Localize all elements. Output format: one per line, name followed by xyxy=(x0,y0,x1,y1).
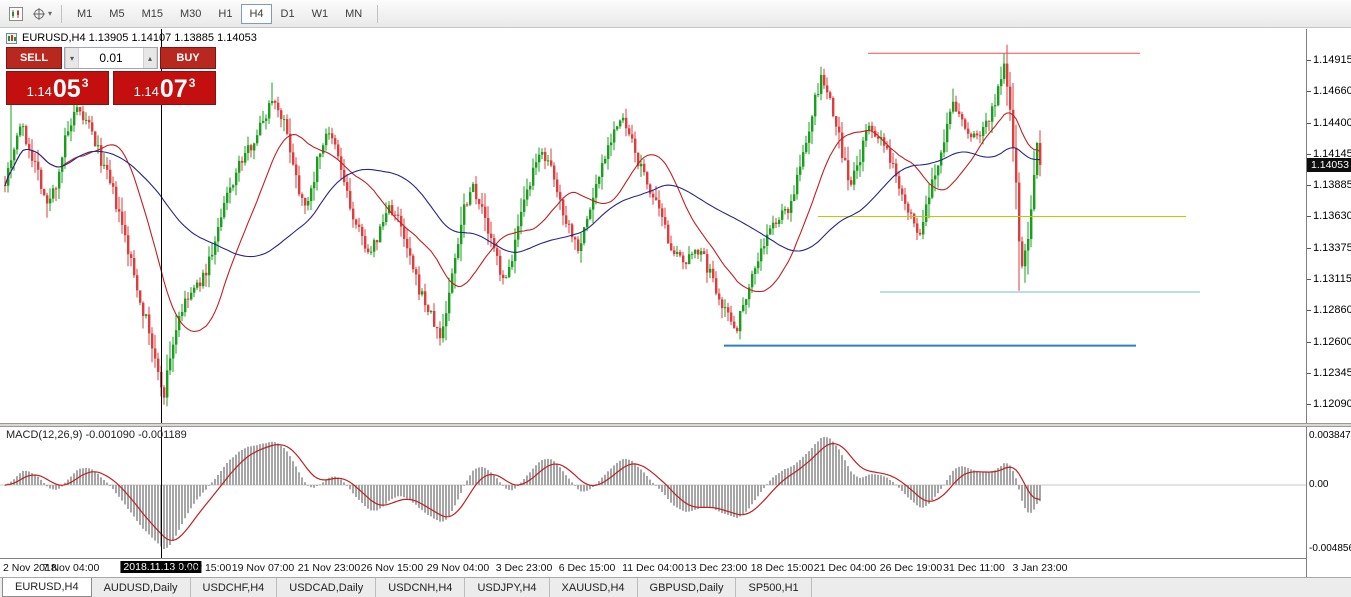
price-axis-label: 1.13885 xyxy=(1307,179,1351,191)
toolbar-separator xyxy=(61,4,62,23)
time-axis-label: 29 Nov 04:00 xyxy=(426,562,490,574)
crosshair-tool-button[interactable]: ▾ xyxy=(30,3,54,25)
dropdown-caret-icon: ▾ xyxy=(47,9,52,18)
macd-axis-label-max: 0.003847 xyxy=(1309,430,1351,441)
timeframe-button-mn[interactable]: MN xyxy=(345,7,363,20)
time-axis-label: 31 Dec 11:00 xyxy=(943,562,1005,574)
price-axis-label: 1.14915 xyxy=(1307,54,1351,66)
macd-canvas[interactable] xyxy=(0,427,1306,558)
sell-price-big: 1.14 xyxy=(26,84,52,99)
panel-splitter[interactable] xyxy=(0,423,1351,427)
lot-increase-caret-icon[interactable]: ▴ xyxy=(143,48,157,68)
price-axis-labels: 1.14915 1.14660 1.14400 1.14145 1.13885 1.136… xyxy=(1307,29,1351,423)
price-axis-label: 1.14400 xyxy=(1307,117,1351,129)
price-axis-label: 1.14145 xyxy=(1307,148,1351,160)
macd-panel: MACD(12,26,9) -0.001090 -0.001189 xyxy=(0,427,1306,558)
timeframe-button-h4[interactable]: H4 xyxy=(241,3,272,24)
timeframe-button-m15[interactable]: M15 xyxy=(141,7,163,20)
chart-tab-sp500-h1[interactable]: SP500,H1 xyxy=(736,578,812,597)
sell-button[interactable]: SELL xyxy=(6,47,62,69)
time-axis-label: 2 Nov 2018 xyxy=(3,562,57,574)
time-axis-label: 6 Dec 15:00 xyxy=(558,562,616,574)
chart-tab-audusd-daily[interactable]: AUDUSD,Daily xyxy=(92,578,191,597)
time-axis-label: 21 Nov 23:00 xyxy=(297,562,361,574)
buy-price-big: 1.14 xyxy=(133,84,159,99)
macd-axis-label-min: -0.004856 xyxy=(1309,543,1351,554)
price-axis-label: 1.12860 xyxy=(1307,304,1351,316)
top-toolbar: ▾ M1 M5 M15 M30 H1 H4 D1 W1 MN xyxy=(0,0,1351,28)
sell-price-point: 3 xyxy=(81,76,89,90)
price-chart-canvas[interactable] xyxy=(0,29,1306,423)
chart-tab-xauusd-h4[interactable]: XAUUSD,H4 xyxy=(550,578,638,597)
buy-price-pips: 07 xyxy=(159,75,188,103)
time-axis-label: 21 Dec 04:00 xyxy=(813,562,877,574)
buy-price-display[interactable]: 1.14 07 3 xyxy=(113,71,216,105)
time-axis-label: 19 Nov 07:00 xyxy=(231,562,295,574)
timeframe-button-m1[interactable]: M1 xyxy=(77,7,93,20)
one-click-trading-panel: SELL ▾ 0.01 ▴ BUY 1.14 05 3 1.14 07 3 xyxy=(6,47,216,105)
price-axis-label: 1.14660 xyxy=(1307,85,1351,97)
macd-axis-label-zero: 0.00 xyxy=(1309,479,1329,490)
chart-window-icon xyxy=(6,32,17,44)
timeframe-button-d1[interactable]: D1 xyxy=(280,7,295,20)
chart-tab-usdjpy-h4[interactable]: USDJPY,H4 xyxy=(465,578,550,597)
price-axis-label: 1.13115 xyxy=(1307,273,1351,285)
time-axis-label: 3 Dec 23:00 xyxy=(495,562,553,574)
current-price-tag: 1.14053 xyxy=(1307,158,1351,172)
price-axis-label: 1.12345 xyxy=(1307,367,1351,379)
price-axis-label: 1.13630 xyxy=(1307,210,1351,222)
price-chart-panel: EURUSD,H4 1.13905 1.14107 1.13885 1.1405… xyxy=(0,29,1306,423)
lot-value[interactable]: 0.01 xyxy=(99,51,123,65)
price-axis[interactable]: 1.14915 1.14660 1.14400 1.14145 1.13885 1.136… xyxy=(1306,29,1351,577)
time-axis-label: 26 Dec 19:00 xyxy=(879,562,943,574)
lot-dropdown-caret-icon[interactable]: ▾ xyxy=(65,48,79,68)
macd-indicator-label: MACD(12,26,9) -0.001090 -0.001189 xyxy=(6,429,187,441)
time-axis-label: 11 Dec 04:00 xyxy=(622,562,684,574)
chart-tab-gbpusd-daily[interactable]: GBPUSD,Daily xyxy=(638,578,737,597)
candlestick-chart-icon xyxy=(9,6,23,21)
buy-button[interactable]: BUY xyxy=(160,47,216,69)
price-axis-label: 1.12600 xyxy=(1307,336,1351,348)
price-axis-label: 1.13375 xyxy=(1307,242,1351,254)
buy-price-point: 3 xyxy=(188,76,196,90)
ohlc-text: EURUSD,H4 1.13905 1.14107 1.13885 1.1405… xyxy=(22,32,257,44)
chart-tab-eurusd-h4[interactable]: EURUSD,H4 xyxy=(2,578,92,597)
time-axis-label: 3 Jan 23:00 xyxy=(1012,562,1068,574)
timeframe-toolbar: M1 M5 M15 M30 H1 H4 D1 W1 MN xyxy=(69,3,370,24)
time-axis-highlighted-label: 2018.11.13 0:00 xyxy=(120,561,202,573)
chart-tab-usdcnh-h4[interactable]: USDCNH,H4 xyxy=(376,578,466,597)
sell-price-display[interactable]: 1.14 05 3 xyxy=(6,71,109,105)
chart-tab-bar: EURUSD,H4 AUDUSD,Daily USDCHF,H4 USDCAD,Dai… xyxy=(0,577,1351,597)
timeframe-button-h1[interactable]: H1 xyxy=(218,7,233,20)
time-axis-label: 18 Dec 15:00 xyxy=(750,562,814,574)
ohlc-header: EURUSD,H4 1.13905 1.14107 1.13885 1.1405… xyxy=(6,32,257,44)
time-axis-label: 26 Nov 15:00 xyxy=(360,562,424,574)
timeframe-button-m30[interactable]: M30 xyxy=(179,7,202,20)
time-axis-label: 7 Nov 04:00 xyxy=(42,562,100,574)
time-axis-label: 13 Dec 23:00 xyxy=(684,562,748,574)
crosshair-icon xyxy=(32,7,45,20)
chart-window-button[interactable] xyxy=(4,3,28,25)
toolbar-separator xyxy=(377,4,379,23)
time-axis-label: 14 Nov 15:00 xyxy=(168,562,232,574)
sell-price-pips: 05 xyxy=(52,75,81,103)
timeframe-button-m5[interactable]: M5 xyxy=(109,7,125,20)
price-axis-label: 1.12090 xyxy=(1307,398,1351,410)
time-axis[interactable]: 2 Nov 2018 7 Nov 04:00 2018.11.13 0:00 14 N… xyxy=(0,558,1306,577)
lot-size-field[interactable]: ▾ 0.01 ▴ xyxy=(64,47,158,69)
chart-tab-usdchf-h4[interactable]: USDCHF,H4 xyxy=(191,578,278,597)
timeframe-button-w1[interactable]: W1 xyxy=(311,7,329,20)
chart-tab-usdcad-daily[interactable]: USDCAD,Daily xyxy=(277,578,377,597)
